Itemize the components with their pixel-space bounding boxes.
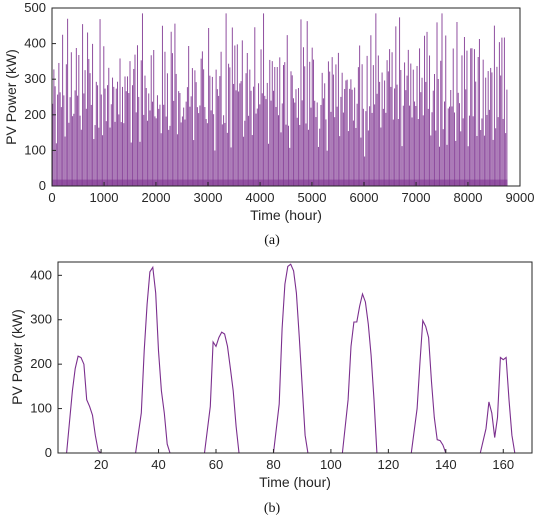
chart-a-x-tick-label: 2000 [142, 190, 171, 205]
chart-a-y-tick-label: 200 [24, 107, 46, 122]
x-ticks-b: 20 40 60 80 100 120 140 160 [94, 449, 514, 472]
chart-a-x-tick-label: 0 [48, 190, 55, 205]
chart-b-x-tick-label: 80 [266, 457, 280, 472]
chart-b-x-tick-label: 60 [209, 457, 223, 472]
x-axis-label-b: Time (hour) [259, 474, 331, 490]
chart-a-x-tick-label: 9000 [506, 190, 535, 205]
chart-a-y-tick-label: 0 [39, 178, 46, 193]
chart-b-x-tick-label: 40 [151, 457, 165, 472]
axes-box-a [51, 7, 521, 187]
chart-b-y-tick-label: 0 [45, 445, 52, 460]
caption-a: (a) [264, 233, 280, 248]
series-a [52, 13, 508, 186]
chart-a-x-tick-label: 5000 [298, 190, 327, 205]
y-ticks-b: 0 100 200 300 400 [30, 267, 62, 460]
caption-b: (b) [264, 501, 281, 516]
chart-b-x-tick-label: 20 [94, 457, 108, 472]
chart-b-x-tick-label: 120 [378, 457, 400, 472]
chart-a-y-tick-label: 100 [24, 142, 46, 157]
x-ticks-a: 0 1000 2000 3000 4000 5000 6000 7000 8000 9000 [48, 182, 534, 205]
chart-b-x-tick-label: 140 [435, 457, 457, 472]
chart-b-y-tick-label: 100 [30, 401, 52, 416]
y-axis-label-b: PV Power (kW) [9, 309, 25, 405]
chart-a-base-band [52, 179, 508, 186]
chart-a-x-tick-label: 6000 [350, 190, 379, 205]
series-b-line [58, 263, 532, 454]
chart-a-y-tick-label: 500 [24, 0, 46, 15]
chart-a-x-tick-label: 7000 [402, 190, 431, 205]
chart-b: 20 40 60 80 100 120 140 160 0 100 200 300 400 Time … [9, 261, 533, 516]
chart-a: 0 1000 2000 3000 4000 5000 6000 7000 8000 9000 0 1… [3, 0, 534, 248]
chart-a-x-tick-label: 4000 [246, 190, 275, 205]
chart-b-y-tick-label: 200 [30, 356, 52, 371]
chart-b-y-tick-label: 400 [30, 267, 52, 282]
chart-b-y-tick-label: 300 [30, 312, 52, 327]
chart-a-x-tick-label: 8000 [454, 190, 483, 205]
axes-box-b [57, 261, 533, 454]
chart-a-y-tick-label: 300 [24, 71, 46, 86]
y-axis-label-a: PV Power (kW) [3, 49, 19, 145]
chart-b-x-tick-label: 160 [492, 457, 514, 472]
x-axis-label-a: Time (hour) [250, 207, 322, 223]
chart-b-x-tick-label: 100 [320, 457, 342, 472]
chart-a-y-tick-label: 400 [24, 36, 46, 51]
chart-a-x-tick-label: 1000 [90, 190, 119, 205]
chart-a-x-tick-label: 3000 [194, 190, 223, 205]
plot-area-b [58, 262, 532, 453]
y-ticks-a: 0 100 200 300 400 500 [24, 0, 56, 193]
